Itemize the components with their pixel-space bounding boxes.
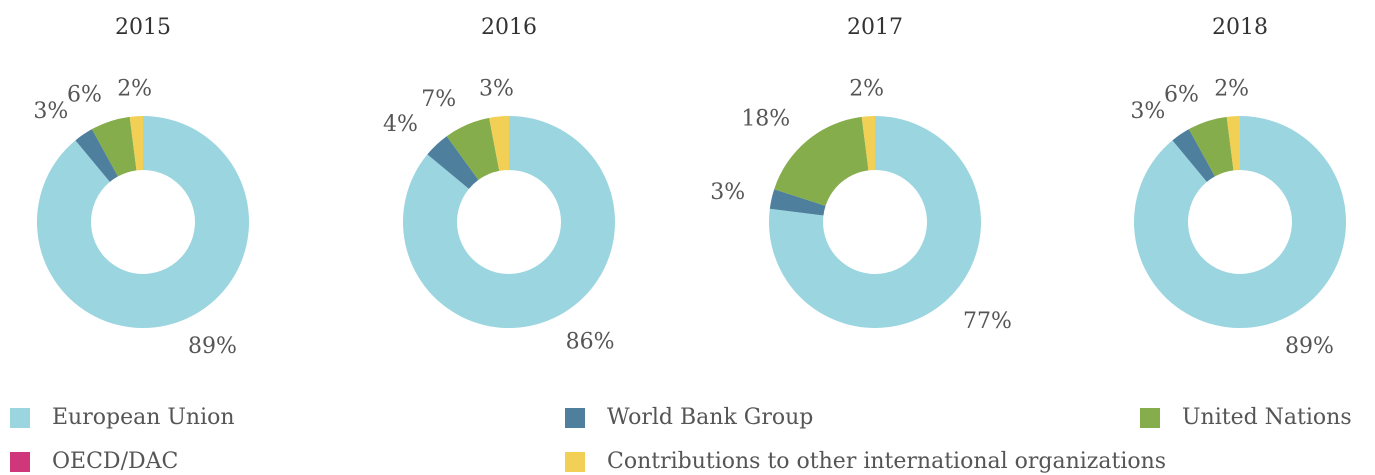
- value-label: 3%: [33, 99, 68, 124]
- legend-label: United Nations: [1182, 405, 1352, 430]
- donut-slice: [75, 129, 118, 182]
- value-label: 3%: [710, 180, 745, 205]
- legend-label: Contributions to other international org…: [607, 449, 1166, 474]
- legend-label: OECD/DAC: [52, 449, 178, 474]
- donut-slice: [36, 116, 250, 328]
- value-label: 3%: [1130, 99, 1165, 124]
- value-label: 4%: [383, 112, 418, 137]
- donut-slice: [1172, 129, 1215, 182]
- donut-slice: [91, 116, 137, 177]
- donut-slice: [1134, 116, 1347, 328]
- donut-slice: [769, 116, 981, 328]
- donut-slice: [129, 116, 143, 171]
- legend-swatch: [1140, 408, 1160, 428]
- legend-label: World Bank Group: [607, 405, 813, 430]
- value-label: 6%: [1164, 83, 1199, 108]
- value-label: 2%: [117, 76, 152, 101]
- legend-swatch: [10, 452, 30, 472]
- donut-slice: [427, 136, 479, 189]
- value-label: 77%: [963, 309, 1012, 334]
- value-label: 86%: [566, 329, 615, 354]
- value-label: 89%: [1285, 334, 1334, 359]
- value-label: 2%: [1214, 76, 1249, 101]
- chart-title: 2015: [115, 15, 171, 40]
- chart-title: 2017: [847, 15, 903, 40]
- value-label: 89%: [188, 334, 237, 359]
- donut-slice: [861, 116, 875, 171]
- chart-title: 2018: [1212, 15, 1268, 40]
- donut-slice: [769, 189, 826, 216]
- donut-slice: [1226, 116, 1240, 171]
- donut-slice: [774, 116, 869, 206]
- donut-slice: [1188, 116, 1234, 177]
- chart-title: 2016: [481, 15, 537, 40]
- donut-slice: [446, 117, 500, 180]
- value-label: 7%: [421, 87, 456, 112]
- value-label: 2%: [849, 76, 884, 101]
- legend-swatch: [565, 452, 585, 472]
- legend-swatch: [565, 408, 585, 428]
- legend-swatch: [10, 408, 30, 428]
- value-label: 18%: [741, 107, 790, 132]
- legend-label: European Union: [52, 405, 235, 430]
- value-label: 3%: [479, 77, 514, 102]
- donut-slice: [489, 116, 509, 171]
- value-label: 6%: [67, 83, 102, 108]
- donut-slice: [403, 116, 615, 328]
